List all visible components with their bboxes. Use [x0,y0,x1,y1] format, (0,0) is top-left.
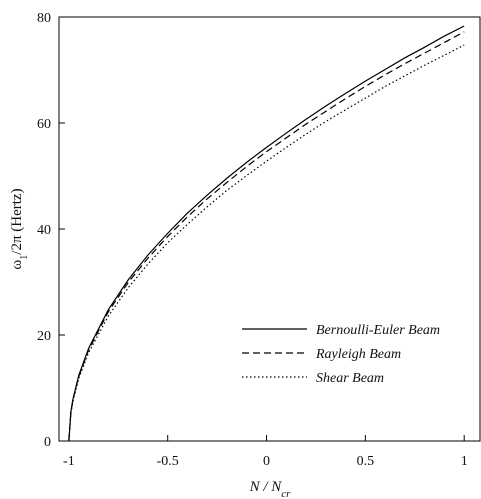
legend: Bernoulli-Euler Beam Rayleigh Beam Shear B… [242,323,440,386]
x-tick-label: 0.5 [357,454,375,469]
x-axis-title-sub: cr [281,488,291,499]
y-axis-title-sub: 1 [19,255,30,260]
series-line-rayleigh-beam [68,31,465,442]
series-lines [68,25,465,442]
x-tick-label: 1 [461,454,468,469]
y-axis-title-omega: ω [9,260,25,270]
series-line-bernoulli-euler-beam [68,25,465,442]
x-tick-label: -0.5 [157,454,179,469]
y-tick-label: 40 [37,223,51,238]
x-axis-title: N / Ncr [249,479,292,499]
y-axis-title: ω1/2π (Hertz) [9,188,30,269]
y-axis-ticks: 0 20 40 60 80 [37,11,65,450]
legend-label-bernoulli-euler-beam: Bernoulli-Euler Beam [316,323,440,338]
y-tick-label: 60 [37,117,51,132]
plot-frame [58,16,481,442]
x-axis-ticks: -1 -0.5 0 0.5 1 [63,435,468,469]
y-tick-label: 0 [44,435,51,450]
y-tick-label: 20 [37,329,51,344]
legend-label-rayleigh-beam: Rayleigh Beam [315,347,401,362]
x-axis-title-main: N / N [249,479,283,495]
x-tick-label: -1 [63,454,75,469]
x-tick-label: 0 [263,454,270,469]
y-axis-title-rest: /2π (Hertz) [9,188,25,254]
legend-label-shear-beam: Shear Beam [316,371,384,386]
series-line-shear-beam [68,44,465,442]
y-tick-label: 80 [37,11,51,26]
